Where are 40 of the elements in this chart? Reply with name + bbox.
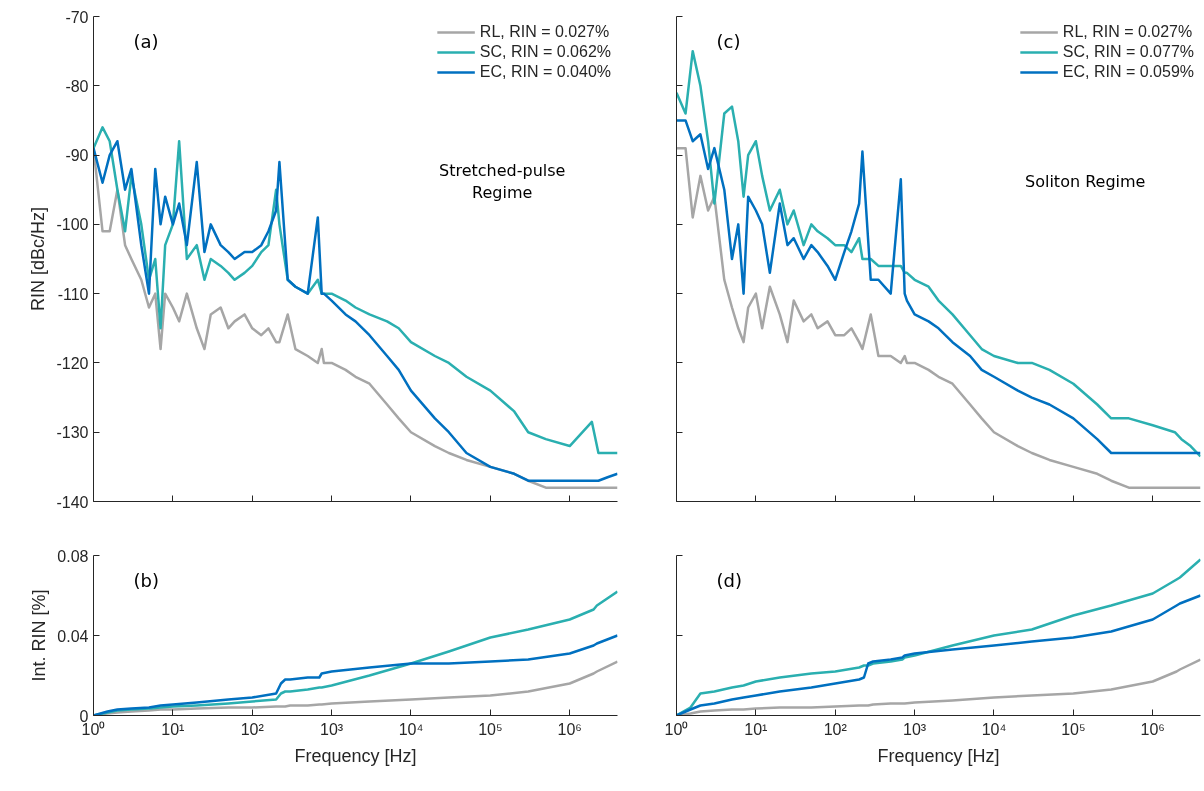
legend-label: SC, RIN = 0.077% [1062, 43, 1194, 61]
x-axis-title: Frequency [Hz] [877, 745, 1000, 766]
x-axis-title: Frequency [Hz] [294, 745, 417, 766]
y-tick-label: -80 [65, 77, 89, 95]
y-tick-label: 0.08 [57, 547, 89, 565]
annotation: Soliton Regime [1025, 171, 1146, 191]
text: (b) [133, 569, 159, 591]
x-tick-label: 10⁶ [1140, 720, 1165, 738]
x-tick-label: 10³ [903, 720, 927, 738]
annotation: Stretched-pulse Regime [439, 160, 566, 203]
x-tick-label: 10¹ [744, 720, 768, 738]
x-tick-label: 10⁰ [664, 720, 689, 738]
y-tick-label: -140 [56, 493, 89, 511]
y-tick-label: 0.04 [57, 627, 89, 645]
x-tick-label: 10⁰ [81, 720, 106, 738]
x-tick-label: 10⁴ [981, 720, 1007, 738]
legend-label: RL, RIN = 0.027% [479, 23, 610, 41]
y-tick-label: -120 [56, 354, 89, 372]
text: (c) [716, 30, 741, 52]
legend-label: EC, RIN = 0.059% [1062, 63, 1194, 81]
y-axis-title: Int. RIN [%] [29, 589, 50, 682]
x-tick-label: 10² [240, 720, 265, 738]
x-tick-label: 10⁵ [1061, 720, 1086, 738]
y-tick-label: -110 [57, 285, 89, 303]
y-tick-label: -100 [56, 216, 89, 234]
y-tick-label: -130 [56, 424, 89, 442]
legend-label: RL, RIN = 0.027% [1062, 23, 1193, 41]
y-tick-label: -70 [65, 8, 89, 26]
y-axis-title: RIN [dBc/Hz] [28, 206, 49, 312]
x-tick-label: 10¹ [161, 720, 185, 738]
legend-label: EC, RIN = 0.040% [479, 63, 611, 81]
x-tick-label: 10² [823, 720, 848, 738]
x-tick-label: 10⁵ [478, 720, 503, 738]
x-tick-label: 10⁴ [398, 720, 424, 738]
text: (a) [133, 30, 159, 52]
text: (d) [716, 569, 742, 591]
x-tick-label: 10⁶ [557, 720, 582, 738]
y-tick-label: -90 [65, 147, 89, 165]
x-tick-label: 10³ [320, 720, 344, 738]
legend-label: SC, RIN = 0.062% [479, 43, 611, 61]
